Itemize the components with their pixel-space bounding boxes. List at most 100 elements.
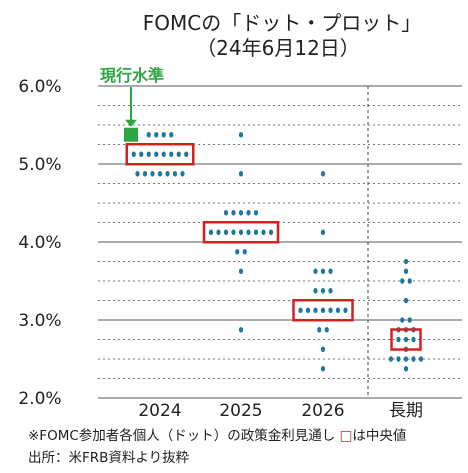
dot-marker <box>403 356 409 362</box>
dot-marker <box>320 346 326 353</box>
dot-marker <box>403 365 409 372</box>
chart-title-line2: （24年6月12日） <box>196 36 360 60</box>
dot-marker <box>154 151 159 158</box>
current-level-square <box>124 127 138 142</box>
dot-marker <box>407 278 412 284</box>
dot-marker <box>261 229 266 236</box>
dot-marker <box>403 297 409 304</box>
dot-marker <box>238 209 244 216</box>
dot-marker <box>135 170 140 177</box>
dot-marker <box>223 229 229 236</box>
dot-marker <box>238 170 244 177</box>
dot-marker <box>313 268 318 275</box>
dot-marker <box>253 209 259 216</box>
dot-marker <box>246 229 251 236</box>
dot-marker <box>231 229 236 236</box>
dot-marker <box>268 229 274 236</box>
y-tick-label: 5.0% <box>18 155 61 175</box>
dot-marker <box>238 268 244 275</box>
note-text-b: は中央値 <box>352 428 407 444</box>
dot-marker <box>320 170 326 177</box>
dot-marker <box>313 307 318 314</box>
dot-marker <box>418 356 424 362</box>
dot-marker <box>161 131 166 138</box>
dots-group <box>131 131 424 372</box>
x-tick-label: 長期 <box>389 401 423 421</box>
y-axis-ticks: 2.0% 3.0% 4.0% 5.0% 6.0% <box>18 77 61 409</box>
dot-marker <box>146 151 151 158</box>
dot-marker <box>328 268 333 275</box>
current-level-arrow-head <box>125 119 137 127</box>
dot-marker <box>400 278 405 284</box>
x-tick-label: 2026 <box>301 401 344 421</box>
dot-marker <box>317 326 322 333</box>
dot-marker <box>154 131 159 138</box>
dot-marker <box>407 317 412 323</box>
dot-marker <box>411 336 416 343</box>
dot-marker <box>403 268 409 275</box>
dot-marker <box>320 307 326 314</box>
dot-marker <box>324 326 329 333</box>
dot-marker <box>223 209 229 216</box>
y-tick-label: 3.0% <box>18 311 61 331</box>
dot-marker <box>396 336 401 343</box>
dot-marker <box>146 131 151 138</box>
dot-plot-chart: FOMCの「ドット・プロット」 （24年6月12日） 2.0% 3.0% 4.0% 5… <box>18 11 462 421</box>
dot-marker <box>161 151 166 158</box>
dot-marker <box>400 317 405 323</box>
dot-marker <box>411 356 416 362</box>
dot-marker <box>328 287 333 294</box>
median-box <box>390 328 422 351</box>
dot-marker <box>157 170 163 177</box>
note-line2: 出所：米FRB資料より抜粋 <box>28 450 190 466</box>
dot-marker <box>235 248 240 255</box>
dot-marker <box>169 131 174 138</box>
y-tick-label: 2.0% <box>18 389 61 409</box>
dot-marker <box>231 209 236 216</box>
dot-marker <box>253 229 259 236</box>
dot-marker <box>165 170 170 177</box>
chart-title-line1: FOMCの「ドット・プロット」 <box>143 11 421 35</box>
dot-marker <box>238 131 244 138</box>
dot-marker <box>320 365 326 372</box>
x-axis-ticks: 2024 2025 2026 長期 <box>138 401 423 421</box>
note-text-a: ※FOMC参加者各個人（ドット）の政策金利見通し <box>28 428 336 444</box>
current-level-label: 現行水準 <box>100 66 164 85</box>
dot-marker <box>343 307 348 314</box>
median-box <box>125 143 195 166</box>
dot-marker <box>172 170 178 177</box>
dot-marker <box>176 151 181 158</box>
y-tick-label: 4.0% <box>18 233 61 253</box>
dot-marker <box>131 151 136 158</box>
median-boxes <box>125 143 422 351</box>
dot-marker <box>184 151 189 158</box>
x-tick-label: 2024 <box>138 401 181 421</box>
median-box <box>202 221 280 244</box>
median-legend-box: □ <box>339 428 353 444</box>
dot-marker <box>180 170 185 177</box>
dot-marker <box>216 229 221 236</box>
dot-marker <box>142 170 148 177</box>
dot-marker <box>208 229 214 236</box>
dot-marker <box>396 356 401 362</box>
x-tick-label: 2025 <box>219 401 262 421</box>
dot-marker <box>305 307 311 314</box>
dot-marker <box>238 326 244 333</box>
dot-marker <box>328 307 333 314</box>
dot-marker <box>298 307 303 314</box>
dot-marker <box>320 268 326 275</box>
y-tick-label: 6.0% <box>18 77 61 97</box>
dot-marker <box>246 209 251 216</box>
dot-marker <box>320 287 326 294</box>
dot-marker <box>139 151 144 158</box>
note-line1: ※FOMC参加者各個人（ドット）の政策金利見通し □は中央値 <box>28 424 406 444</box>
current-level-marker <box>124 87 138 142</box>
median-box <box>292 299 354 322</box>
dot-marker <box>388 356 394 362</box>
dot-marker <box>403 258 409 265</box>
dot-marker <box>238 229 244 236</box>
dot-marker <box>150 170 155 177</box>
dot-marker <box>242 248 247 255</box>
dot-marker <box>169 151 174 158</box>
dot-marker <box>313 287 318 294</box>
